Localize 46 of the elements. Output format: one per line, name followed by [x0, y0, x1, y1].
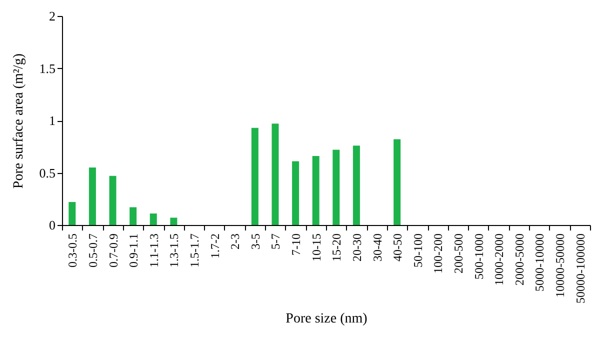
x-tick-label: 15-20	[330, 234, 344, 262]
x-tick-label: 40-50	[390, 234, 405, 262]
x-tick-label: 100-200	[431, 234, 446, 274]
x-tick-label: 50-100	[410, 234, 425, 268]
y-tick-label: 2	[49, 8, 56, 24]
x-tick-label: 1.3-1.5	[167, 234, 182, 268]
bar	[312, 156, 320, 225]
x-tick-label: 0.5-0.7	[86, 234, 100, 268]
x-tick-label: 1.5-1.7	[188, 234, 202, 268]
x-tick-label: 3-5	[248, 234, 262, 250]
y-axis-title: Pore surface area (m²/g)	[11, 53, 26, 189]
bar	[109, 176, 116, 225]
x-tick-label: 1000-2000	[492, 234, 506, 286]
x-tick-label: 0.3-0.5	[66, 234, 80, 268]
y-tick-label: 0.5	[39, 165, 56, 180]
x-tick-label: 10000-50000	[553, 234, 568, 298]
x-tick-label: 2000-5000	[512, 234, 526, 286]
x-tick-label: 5000-10000	[532, 234, 547, 292]
bar	[170, 218, 178, 225]
y-tick-label: 1.5	[39, 60, 56, 76]
bar	[332, 150, 340, 225]
bar	[251, 128, 258, 225]
x-tick-label: 10-15	[309, 234, 324, 262]
x-tick-label: 50000-100000	[573, 234, 588, 304]
x-axis-title: Pore size (nm)	[286, 311, 368, 326]
bar	[394, 139, 401, 225]
bar	[272, 124, 279, 225]
x-tick-label: 1.1-1.3	[146, 234, 161, 268]
bar	[150, 214, 157, 225]
x-tick-label: 5-7	[268, 234, 283, 250]
bar	[88, 168, 96, 225]
x-tick-label: 30-40	[370, 234, 384, 262]
y-tick-label: 1	[49, 113, 56, 128]
x-tick-label: 1.7-2	[208, 234, 222, 258]
y-tick-label: 0	[49, 218, 56, 232]
bar	[68, 202, 76, 225]
x-tick-label: 7-10	[289, 234, 304, 256]
x-tick-label: 20-30	[350, 234, 364, 262]
x-tick-label: 500-1000	[472, 234, 486, 280]
bar	[292, 161, 300, 225]
x-tick-label: 0.7-0.9	[106, 234, 120, 268]
x-tick-label: 200-500	[452, 234, 466, 274]
x-tick-label: 2-3	[228, 234, 242, 250]
bar	[352, 146, 360, 225]
bar	[130, 207, 137, 225]
x-tick-label: 0.9-1.1	[126, 234, 141, 268]
